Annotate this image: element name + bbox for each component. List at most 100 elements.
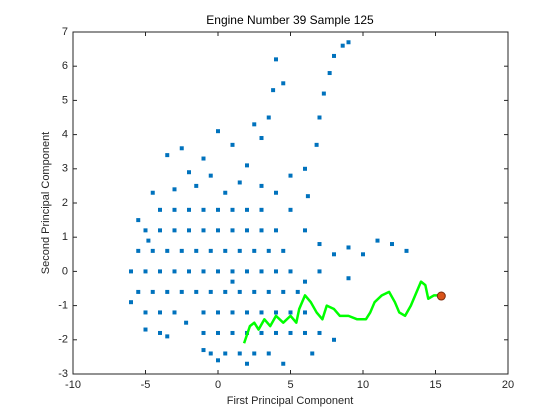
data-point: [271, 88, 276, 93]
data-point: [281, 248, 286, 253]
data-point: [194, 289, 199, 294]
data-point: [230, 142, 235, 147]
data-point: [129, 300, 133, 305]
x-axis-label: First Principal Component: [227, 395, 354, 407]
y-tick-label: 7: [62, 26, 68, 38]
data-point: [150, 190, 155, 195]
data-point: [252, 248, 257, 253]
data-point: [259, 310, 264, 315]
data-point: [216, 310, 220, 315]
data-point: [237, 248, 242, 253]
data-point: [266, 289, 271, 294]
data-point: [216, 228, 220, 233]
data-point: [187, 228, 191, 233]
data-point: [158, 310, 162, 315]
data-point: [143, 228, 148, 233]
data-point: [237, 351, 242, 356]
data-point: [317, 115, 322, 120]
data-point: [136, 218, 141, 223]
data-point: [327, 71, 332, 76]
data-point: [146, 238, 151, 243]
data-point: [305, 194, 310, 199]
data-point: [230, 330, 235, 335]
data-point: [172, 269, 177, 274]
y-axis-label: Second Principal Component: [40, 132, 52, 274]
current-point: [436, 291, 446, 301]
data-point: [172, 228, 177, 233]
data-point: [194, 248, 199, 253]
data-point: [179, 289, 184, 294]
data-point: [230, 207, 235, 212]
data-point: [201, 310, 206, 315]
data-point: [223, 289, 228, 294]
data-point: [201, 228, 206, 233]
data-point: [361, 252, 365, 257]
data-point: [274, 228, 278, 233]
y-tick-label: 2: [62, 197, 68, 209]
y-tick-label: 1: [62, 231, 68, 243]
data-point: [201, 348, 206, 353]
data-point: [390, 242, 394, 247]
y-tick-label: -1: [58, 300, 68, 312]
data-point: [321, 91, 326, 96]
data-point: [310, 351, 315, 356]
x-tick-label: -10: [65, 379, 81, 391]
data-point: [332, 252, 336, 257]
data-point: [245, 228, 249, 233]
data-point: [179, 248, 184, 253]
data-point: [288, 269, 293, 274]
data-point: [208, 173, 213, 178]
data-point: [216, 129, 220, 134]
data-point: [281, 361, 286, 366]
data-point: [303, 279, 307, 284]
data-point: [303, 228, 307, 233]
data-point: [237, 289, 242, 294]
data-point: [208, 248, 213, 253]
data-point: [274, 310, 278, 315]
data-point: [158, 330, 162, 335]
data-point: [281, 289, 286, 294]
data-point: [404, 248, 409, 253]
x-tick-label: 10: [357, 379, 369, 391]
x-tick-label: -5: [141, 379, 151, 391]
data-point: [143, 269, 148, 274]
data-point: [187, 269, 191, 274]
data-point: [252, 122, 257, 127]
data-point: [230, 269, 235, 274]
data-point: [208, 289, 213, 294]
data-point: [136, 289, 141, 294]
x-tick-label: 5: [287, 379, 293, 391]
data-point: [201, 269, 206, 274]
y-tick-label: 0: [62, 265, 68, 277]
data-point: [346, 276, 351, 281]
data-point: [143, 327, 148, 332]
y-tick-label: -2: [58, 334, 68, 346]
data-point: [288, 330, 293, 335]
data-point: [346, 245, 351, 250]
data-point: [172, 310, 177, 315]
data-point: [252, 351, 257, 356]
data-point: [143, 310, 148, 315]
data-point: [129, 269, 133, 274]
data-point: [266, 115, 271, 120]
data-point: [259, 269, 264, 274]
data-point: [201, 330, 206, 335]
data-point: [158, 228, 162, 233]
data-point: [237, 180, 242, 185]
data-point: [288, 207, 293, 212]
data-point: [150, 289, 155, 294]
data-point: [266, 351, 271, 356]
data-point: [194, 183, 199, 188]
data-point: [274, 57, 278, 62]
data-point: [179, 146, 184, 151]
trajectory-line: [242, 280, 442, 344]
data-point: [223, 351, 228, 356]
data-point: [274, 330, 278, 335]
data-point: [346, 40, 351, 45]
data-point: [172, 207, 177, 212]
y-tick-label: -3: [58, 368, 68, 380]
data-point: [165, 334, 170, 339]
data-point: [303, 310, 307, 315]
data-point: [150, 248, 155, 253]
